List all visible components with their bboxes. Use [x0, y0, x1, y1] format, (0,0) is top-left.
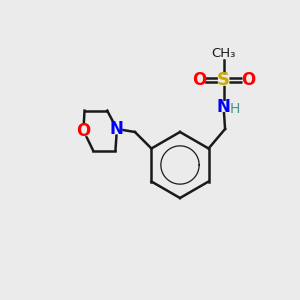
FancyBboxPatch shape — [77, 125, 89, 136]
Text: N: N — [217, 98, 230, 116]
FancyBboxPatch shape — [218, 74, 229, 86]
Text: S: S — [217, 71, 230, 89]
Text: O: O — [76, 122, 91, 140]
Text: N: N — [110, 120, 124, 138]
Text: O: O — [192, 71, 206, 89]
FancyBboxPatch shape — [218, 101, 229, 112]
FancyBboxPatch shape — [242, 74, 254, 86]
Text: O: O — [241, 71, 255, 89]
FancyBboxPatch shape — [193, 74, 205, 86]
FancyBboxPatch shape — [112, 124, 122, 134]
Text: CH₃: CH₃ — [212, 47, 236, 61]
Text: H: H — [230, 102, 240, 116]
